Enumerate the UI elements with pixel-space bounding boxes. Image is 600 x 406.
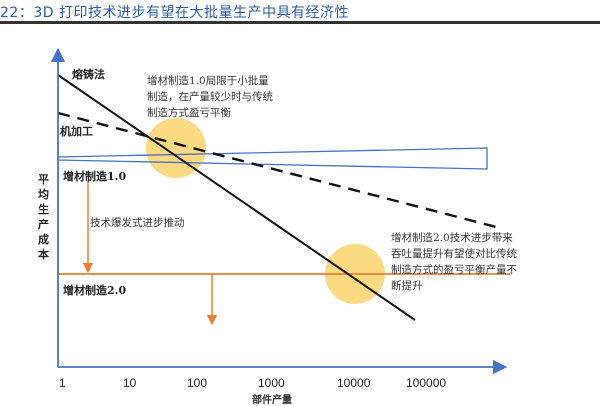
casting-label: 熔铸法 [72,68,105,81]
machining-cost-line [57,111,501,230]
figure-title: 22：3D 打印技术进步有望在大批量生产中具有经济性 [0,5,349,21]
casting-cost-line [57,74,416,321]
am1-cost-band [57,147,488,170]
am2-annotation: 增材制造2.0技术进步带来 吞吐量提升有望使对比传统 制造方式的盈亏平衡产量不 … [391,232,517,292]
x-axis-label: 部件产量 [252,395,292,406]
x-tick-100000: 100000 [406,376,447,390]
x-tick-10: 10 [123,376,137,390]
title-divider [0,21,600,24]
y-axis-label: 平 均 生 产 成 本 [38,173,49,261]
x-tick-1000: 1000 [258,376,285,390]
am1-annotation: 增材制造1.0局限于小批量 制造，在产量较少时与传统 制造方式盈亏平衡 [147,75,273,119]
x-tick-1: 1 [59,376,66,390]
am1-label: 增材制造1.0 [63,170,127,183]
machining-label: 机加工 [60,125,93,138]
tech-progress-annotation: 技术爆发式进步推动 [90,217,185,229]
x-tick-10000: 10000 [337,376,371,390]
x-tick-100: 100 [187,376,208,390]
am2-label: 增材制造2.0 [63,284,127,297]
